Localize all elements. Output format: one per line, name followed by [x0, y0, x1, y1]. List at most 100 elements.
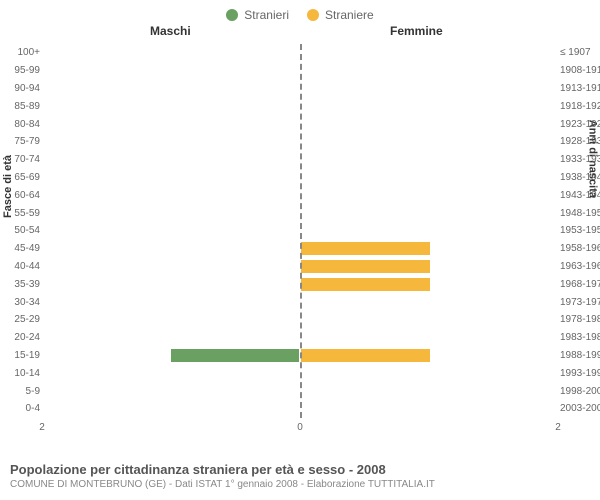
y-tick-birth: 1943-1947: [560, 190, 600, 201]
bar-wrap-male: [42, 293, 300, 311]
legend-label-female: Straniere: [325, 8, 374, 22]
bar-wrap-female: [300, 186, 558, 204]
footer-subtitle: COMUNE DI MONTEBRUNO (GE) - Dati ISTAT 1…: [10, 479, 590, 490]
x-tick: 2: [555, 422, 561, 433]
bar-wrap-female: [300, 364, 558, 382]
legend: Stranieri Straniere: [0, 0, 600, 24]
bar-wrap-female: [300, 97, 558, 115]
y-tick-age: 85-89: [6, 101, 40, 112]
y-tick-birth: 1913-1917: [560, 83, 600, 94]
y-tick-birth: 1958-1962: [560, 243, 600, 254]
y-tick-age: 30-34: [6, 297, 40, 308]
column-titles: Maschi Femmine: [0, 24, 600, 44]
y-tick-birth: 1953-1957: [560, 225, 600, 236]
title-female: Femmine: [390, 24, 443, 38]
bar-wrap-female: [300, 293, 558, 311]
y-tick-birth: 1968-1972: [560, 279, 600, 290]
y-tick-age: 90-94: [6, 83, 40, 94]
y-tick-age: 0-4: [6, 403, 40, 414]
bar-female: [301, 260, 430, 273]
bar-wrap-male: [42, 240, 300, 258]
center-axis-line: [300, 44, 302, 418]
legend-swatch-male: [226, 9, 238, 21]
y-tick-birth: 1978-1982: [560, 314, 600, 325]
bar-wrap-female: [300, 62, 558, 80]
legend-item-male: Stranieri: [226, 6, 289, 24]
bar-wrap-male: [42, 258, 300, 276]
bar-wrap-male: [42, 44, 300, 62]
bar-wrap-female: [300, 222, 558, 240]
bar-wrap-female: [300, 204, 558, 222]
y-tick-birth: 1918-1922: [560, 101, 600, 112]
bar-wrap-female: [300, 169, 558, 187]
bar-wrap-male: [42, 329, 300, 347]
y-tick-birth: 1923-1927: [560, 119, 600, 130]
bar-wrap-male: [42, 133, 300, 151]
bar-wrap-male: [42, 400, 300, 418]
footer-title: Popolazione per cittadinanza straniera p…: [10, 462, 590, 477]
bar-wrap-female: [300, 311, 558, 329]
y-tick-age: 95-99: [6, 65, 40, 76]
bar-wrap-female: [300, 115, 558, 133]
bar-wrap-male: [42, 382, 300, 400]
y-tick-age: 75-79: [6, 136, 40, 147]
y-tick-birth: 1988-1992: [560, 350, 600, 361]
y-tick-age: 35-39: [6, 279, 40, 290]
bar-wrap-male: [42, 311, 300, 329]
y-tick-age: 15-19: [6, 350, 40, 361]
bar-wrap-male: [42, 347, 300, 365]
title-male: Maschi: [150, 24, 191, 38]
y-tick-birth: 2003-2007: [560, 403, 600, 414]
y-tick-age: 50-54: [6, 225, 40, 236]
bar-wrap-male: [42, 151, 300, 169]
y-tick-age: 65-69: [6, 172, 40, 183]
legend-item-female: Straniere: [307, 6, 374, 24]
bar-wrap-female: [300, 133, 558, 151]
y-tick-birth: 1973-1977: [560, 297, 600, 308]
y-tick-birth: ≤ 1907: [560, 47, 600, 58]
bar-wrap-female: [300, 382, 558, 400]
y-tick-age: 55-59: [6, 208, 40, 219]
bar-wrap-male: [42, 364, 300, 382]
y-tick-birth: 1938-1942: [560, 172, 600, 183]
bar-male: [171, 349, 300, 362]
y-tick-age: 10-14: [6, 368, 40, 379]
y-tick-birth: 1983-1987: [560, 332, 600, 343]
bar-wrap-male: [42, 80, 300, 98]
x-tick: 2: [39, 422, 45, 433]
y-tick-birth: 1963-1967: [560, 261, 600, 272]
bar-wrap-male: [42, 169, 300, 187]
y-tick-birth: 1998-2002: [560, 386, 600, 397]
bar-wrap-male: [42, 275, 300, 293]
y-tick-age: 40-44: [6, 261, 40, 272]
x-tick: 0: [297, 422, 303, 433]
bar-wrap-female: [300, 151, 558, 169]
y-tick-age: 25-29: [6, 314, 40, 325]
bar-wrap-male: [42, 97, 300, 115]
y-tick-birth: 1908-1912: [560, 65, 600, 76]
y-tick-age: 20-24: [6, 332, 40, 343]
bar-wrap-female: [300, 347, 558, 365]
y-tick-age: 45-49: [6, 243, 40, 254]
bar-wrap-female: [300, 80, 558, 98]
bar-wrap-female: [300, 240, 558, 258]
y-tick-birth: 1933-1937: [560, 154, 600, 165]
bar-female: [301, 242, 430, 255]
y-tick-age: 70-74: [6, 154, 40, 165]
bar-female: [301, 349, 430, 362]
bar-wrap-male: [42, 115, 300, 133]
y-tick-birth: 1948-1952: [560, 208, 600, 219]
y-tick-age: 60-64: [6, 190, 40, 201]
population-pyramid-chart: Stranieri Straniere Maschi Femmine Fasce…: [0, 0, 600, 500]
legend-label-male: Stranieri: [244, 8, 289, 22]
y-tick-birth: 1928-1932: [560, 136, 600, 147]
bar-female: [301, 278, 430, 291]
legend-swatch-female: [307, 9, 319, 21]
bar-wrap-male: [42, 186, 300, 204]
bar-wrap-male: [42, 222, 300, 240]
bar-wrap-female: [300, 400, 558, 418]
plot-area: 100+≤ 190795-991908-191290-941913-191785…: [42, 44, 558, 444]
y-tick-age: 80-84: [6, 119, 40, 130]
y-tick-age: 5-9: [6, 386, 40, 397]
bar-wrap-female: [300, 44, 558, 62]
